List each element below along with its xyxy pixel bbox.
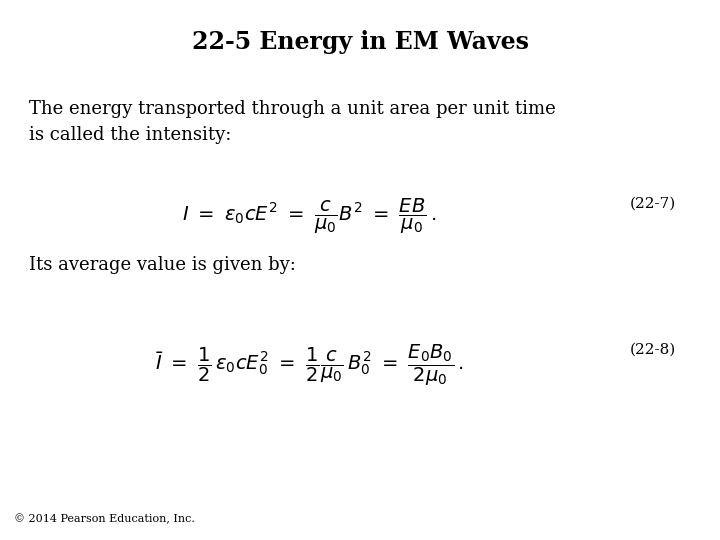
Text: Its average value is given by:: Its average value is given by:	[29, 256, 296, 274]
Text: The energy transported through a unit area per unit time
is called the intensity: The energy transported through a unit ar…	[29, 100, 556, 144]
Text: © 2014 Pearson Education, Inc.: © 2014 Pearson Education, Inc.	[14, 513, 195, 524]
Text: $I \ = \ \epsilon_0 c E^2 \ = \ \dfrac{c}{\mu_0} B^2 \ = \ \dfrac{EB}{\mu_0}\,.$: $I \ = \ \epsilon_0 c E^2 \ = \ \dfrac{c…	[182, 197, 437, 236]
Text: 22-5 Energy in EM Waves: 22-5 Energy in EM Waves	[192, 30, 528, 53]
Text: (22-8): (22-8)	[630, 343, 676, 357]
Text: (22-7): (22-7)	[630, 197, 676, 211]
Text: $\bar{I} \ = \ \dfrac{1}{2}\,\epsilon_0 c E_0^2 \ = \ \dfrac{1}{2}\dfrac{c}{\mu_: $\bar{I} \ = \ \dfrac{1}{2}\,\epsilon_0 …	[156, 343, 464, 388]
